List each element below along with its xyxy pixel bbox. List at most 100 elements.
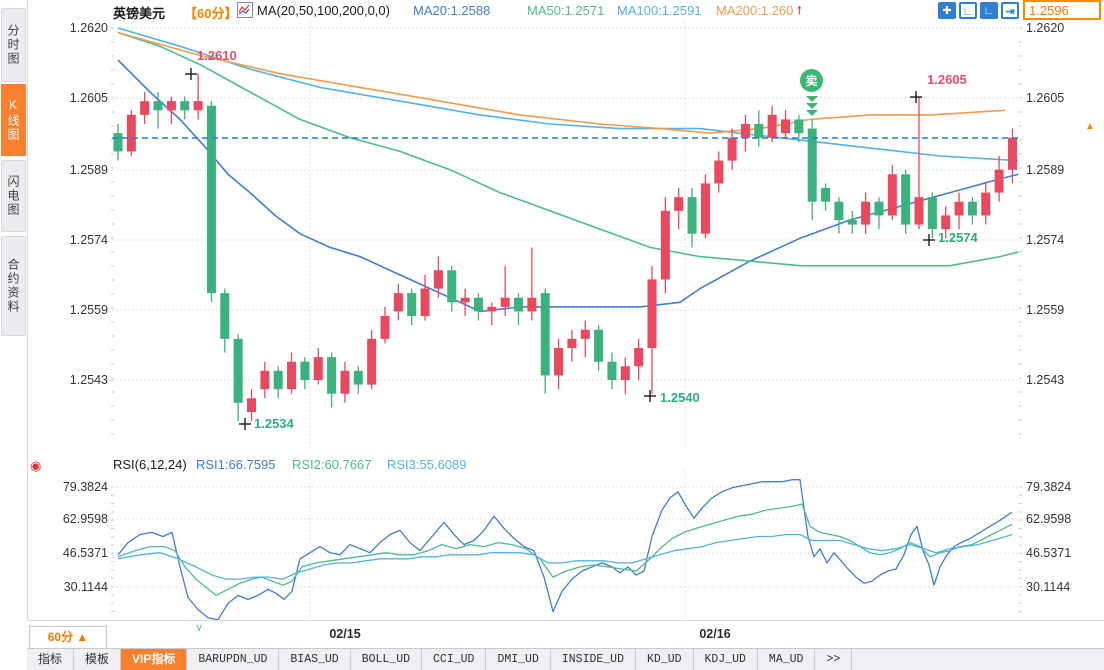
candle [700, 183, 710, 234]
sidebar-item-1[interactable]: 分时图 [1, 8, 26, 82]
candle [727, 137, 737, 161]
candle [300, 361, 310, 380]
price-axis-label-left: 1.2559 [69, 303, 108, 317]
price-axis-label-right: 1.2543 [1026, 373, 1065, 387]
indicator-tab-3[interactable]: VIP指标 [121, 649, 188, 670]
candle [781, 119, 790, 134]
pin-icon[interactable]: ↑ [796, 1, 803, 17]
date-label: 02/15 [329, 627, 361, 641]
x-axis-collapse-icon[interactable]: ∨ [195, 622, 204, 634]
indicator-tab-10[interactable]: KD_UD [636, 649, 694, 670]
candle [166, 101, 176, 111]
timeframe-selector[interactable]: 60分 ▲ [29, 626, 107, 649]
collapse-right-icon[interactable]: ⇥ [1001, 2, 1019, 19]
price-axis-label-left: 1.2589 [69, 163, 108, 177]
price-axis-label-right: 1.2605 [1026, 91, 1065, 105]
chart-type-sidebar: 分时图 K线图闪电图合约资料 [0, 0, 28, 670]
indicator-tab-12[interactable]: MA_UD [758, 649, 816, 670]
candle [473, 297, 483, 312]
candle [807, 128, 817, 202]
indicator-tab-5[interactable]: BIAS_UD [279, 649, 351, 670]
candle [967, 201, 977, 216]
candle [126, 114, 136, 152]
indicator-tab-7[interactable]: CCI_UD [422, 649, 487, 670]
sidebar-item-2[interactable]: K线图 [1, 84, 26, 156]
price-axis-label-left: 1.2605 [69, 91, 108, 105]
candle [180, 101, 190, 111]
price-annotation: 1.2605 [927, 72, 967, 87]
date-label: 02/16 [699, 627, 731, 641]
indicator-tab-6[interactable]: BOLL_UD [351, 649, 423, 670]
candle [834, 201, 844, 220]
candle [367, 338, 377, 385]
candle [407, 293, 417, 316]
candle [287, 361, 297, 390]
ma50-line [117, 31, 1019, 267]
rsi-axis-label-right: 30.1144 [1026, 580, 1071, 594]
price-axis-label-left: 1.2543 [69, 373, 108, 387]
candle [514, 297, 523, 312]
rsi3-line [117, 533, 1013, 580]
indicator-tab-bar: 指标 模板 VIP指标 BARUPDN_UD BIAS_UD BOLL_UD CCI_UD D… [27, 648, 1104, 670]
candle [567, 338, 577, 348]
axis-scale-icon[interactable]: ∟ [959, 2, 977, 19]
candle [487, 306, 497, 312]
indicator-tab-8[interactable]: DMI_UD [486, 649, 551, 670]
indicator-tab-11[interactable]: KDJ_UD [694, 649, 758, 670]
candle [260, 370, 270, 390]
candle [153, 101, 163, 111]
indicator-tab-2[interactable]: 模板 [74, 649, 122, 670]
ma200-line [117, 31, 1006, 134]
price-axis-label-right: 1.2589 [1026, 163, 1065, 177]
rsi-axis-label-left: 62.9598 [62, 512, 108, 526]
period-label: 【60分】 [184, 6, 238, 21]
sidebar-item-4[interactable]: 合约资料 [1, 236, 26, 336]
indicator-tab-4[interactable]: BARUPDN_UD [187, 649, 280, 670]
sell-signal-badge: 卖 [800, 69, 823, 92]
rsi1-line [117, 479, 1013, 621]
candle [340, 370, 350, 394]
price-axis-label-right: 1.2620 [1026, 21, 1065, 35]
ma200-value: MA200:1.260 [716, 3, 794, 18]
candle [540, 293, 550, 376]
candle [674, 197, 684, 211]
rsi-settings-icon[interactable]: ◉ [30, 458, 42, 473]
rsi-axis-label-right: 46.5371 [1026, 546, 1072, 560]
candle [660, 210, 670, 280]
candle [927, 197, 937, 230]
crosshair-tool-icon[interactable]: ✚ [938, 2, 956, 19]
candle [380, 316, 390, 339]
indicator-tab-1[interactable]: 指标 [27, 649, 75, 670]
axis-scale-active-icon[interactable]: ∟ [980, 2, 998, 19]
candle [447, 270, 457, 303]
candle [847, 220, 857, 225]
candle [821, 188, 831, 202]
candle [220, 293, 230, 339]
candle [140, 101, 150, 115]
candle [233, 338, 243, 403]
price-annotation: 1.2534 [254, 416, 294, 431]
sidebar-item-3[interactable]: 闪电图 [1, 160, 26, 232]
candle [634, 348, 644, 367]
indicator-tab-9[interactable]: INSIDE_UD [551, 649, 636, 670]
ma50-value: MA50:1.2571 [527, 3, 605, 18]
price-axis-label-left: 1.2620 [69, 21, 108, 35]
candle [954, 201, 964, 216]
price-axis-label-right: 1.2559 [1026, 303, 1065, 317]
candle [607, 361, 617, 380]
candle [313, 357, 323, 380]
price-annotation: 1.2610 [197, 48, 237, 63]
rsi1-value: RSI1:66.7595 [196, 457, 276, 472]
indicator-icon [237, 2, 253, 18]
current-price-value: 1.2596 [1029, 3, 1069, 18]
candle [754, 124, 764, 138]
candle [554, 348, 564, 376]
candle [113, 133, 123, 152]
candle [861, 201, 871, 225]
candle [647, 279, 657, 348]
more-tabs-button[interactable]: >> [815, 649, 853, 670]
candle [273, 370, 283, 390]
